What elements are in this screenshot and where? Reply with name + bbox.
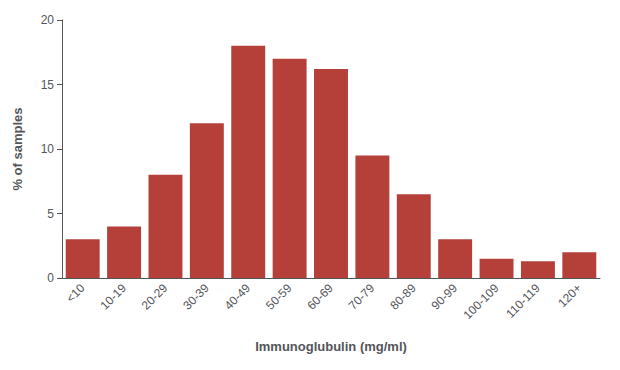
- svg-text:70-79: 70-79: [346, 281, 378, 313]
- svg-text:100-109: 100-109: [460, 281, 501, 322]
- svg-text:10-19: 10-19: [97, 281, 129, 313]
- svg-text:5: 5: [47, 207, 54, 221]
- svg-text:<10: <10: [63, 281, 88, 306]
- svg-text:15: 15: [41, 78, 55, 92]
- svg-text:0: 0: [47, 271, 54, 285]
- svg-text:20-29: 20-29: [139, 281, 171, 313]
- svg-text:60-69: 60-69: [304, 281, 336, 313]
- svg-text:30-39: 30-39: [180, 281, 212, 313]
- svg-text:80-89: 80-89: [387, 281, 419, 313]
- svg-text:10: 10: [41, 142, 55, 156]
- svg-text:110-119: 110-119: [503, 281, 543, 321]
- svg-text:% of samples: % of samples: [10, 107, 25, 190]
- svg-text:20: 20: [41, 13, 55, 27]
- svg-text:90-99: 90-99: [429, 281, 461, 313]
- svg-text:Immunoglubulin (mg/ml): Immunoglubulin (mg/ml): [255, 339, 407, 354]
- svg-text:120+: 120+: [555, 281, 584, 310]
- svg-text:50-59: 50-59: [263, 281, 295, 313]
- svg-text:40-49: 40-49: [222, 281, 254, 313]
